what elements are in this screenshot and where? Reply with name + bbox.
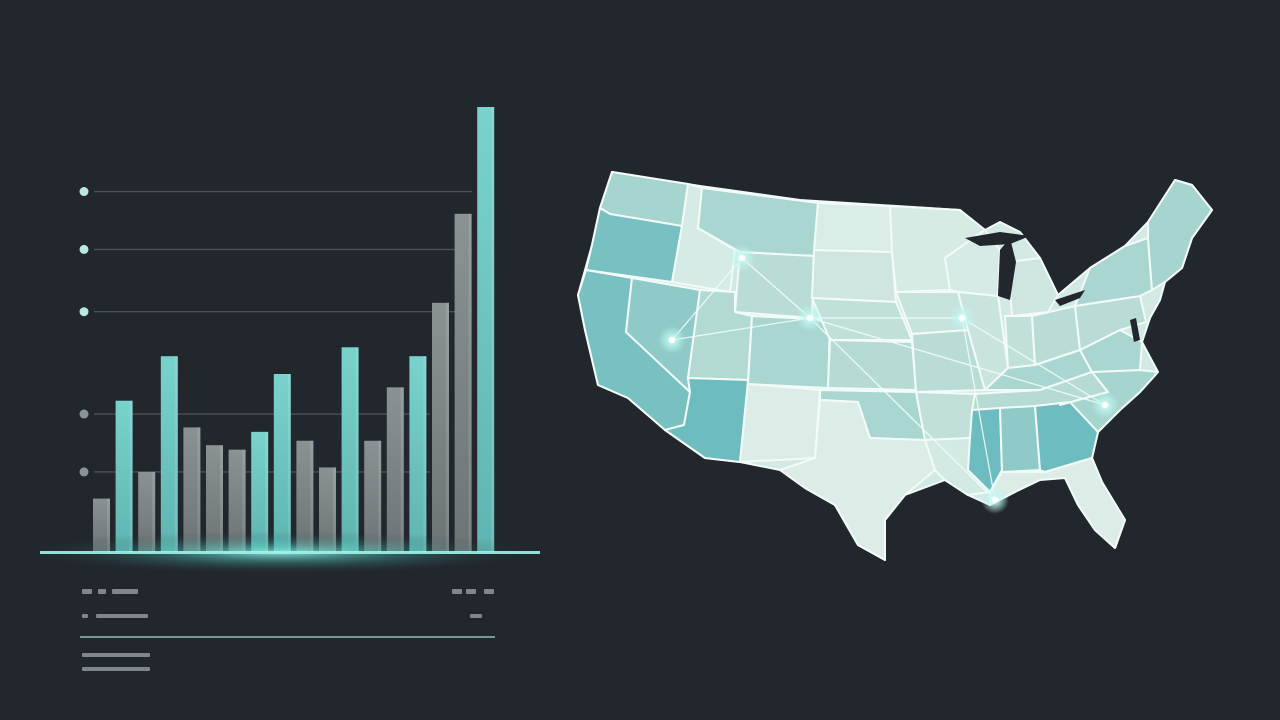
map-state-alabama [999, 405, 1041, 473]
network-hub [959, 315, 965, 321]
chart-bar [228, 449, 246, 552]
network-hub [1102, 402, 1108, 408]
network-hub [739, 255, 745, 261]
chart-bar [273, 374, 291, 552]
chart-bar [364, 440, 382, 552]
chart-bar-highlight [491, 107, 495, 552]
chart-bar [454, 213, 472, 553]
map-state-north-dakota [813, 202, 893, 253]
chart-bar [409, 356, 427, 552]
chart-bar-highlight [174, 356, 178, 552]
map-lake-michigan [998, 238, 1016, 300]
gridline-dot [79, 409, 89, 419]
chart-bar [477, 107, 495, 552]
chart-bar [183, 427, 201, 552]
chart-bar-highlight [129, 400, 133, 552]
chart-bars [93, 107, 495, 553]
chart-bar [138, 471, 156, 552]
map-state-florida [989, 457, 1126, 549]
map-lake-superior [965, 232, 1030, 246]
chart-bar [319, 467, 336, 552]
map-state-arkansas [915, 391, 976, 441]
chart-bar [296, 440, 314, 552]
chart-axis-rule [80, 636, 495, 638]
chart-baseline [40, 551, 540, 554]
chart-bar-highlight [446, 302, 449, 552]
bar-chart [10, 107, 550, 671]
chart-bar-highlight [355, 347, 359, 552]
network-link [809, 317, 996, 501]
chart-bar-highlight [242, 449, 246, 552]
network-hub [992, 497, 998, 503]
chart-bar-highlight [378, 440, 382, 552]
map-state-south-dakota [811, 249, 897, 303]
network-link [671, 257, 743, 341]
network-hub [669, 337, 675, 343]
gridline-dot [79, 307, 89, 317]
network-link [741, 257, 811, 319]
chart-axis-captions [82, 589, 494, 671]
network-link [671, 317, 811, 341]
chart-bar-highlight [220, 445, 223, 552]
gridline-dot [79, 187, 89, 197]
chart-bar [341, 347, 359, 552]
chart-bar-highlight [468, 213, 472, 553]
chart-bar [251, 431, 269, 552]
usa-map [577, 171, 1213, 561]
map-state-texas [779, 399, 936, 561]
map-chesapeake [1130, 318, 1140, 342]
chart-bar-highlight [423, 356, 427, 552]
chart-bar [115, 400, 133, 552]
map-lake-erie [1055, 290, 1085, 306]
chart-bar-highlight [310, 440, 314, 552]
map-state-new-england [1147, 179, 1213, 291]
chart-bar-highlight [333, 467, 336, 552]
map-state-michigan [1007, 257, 1059, 317]
network-link [809, 317, 1106, 406]
chart-bar-highlight [197, 427, 201, 552]
chart-bar-highlight [152, 471, 156, 552]
chart-bar-highlight [265, 431, 269, 552]
chart-bar [432, 302, 449, 552]
network-link [961, 317, 1106, 406]
chart-bar [206, 445, 223, 552]
chart-bar [160, 356, 178, 552]
map-state-kansas [827, 339, 917, 391]
network-link [961, 317, 996, 501]
network-hub [807, 315, 813, 321]
map-network [671, 257, 1106, 501]
chart-bar-highlight [400, 387, 404, 552]
gridline-dot [79, 244, 89, 254]
gridline-dot [79, 467, 89, 477]
chart-bar [386, 387, 404, 552]
chart-bar-highlight [287, 374, 291, 552]
map-state-new-mexico [739, 383, 821, 463]
chart-bar-highlight [107, 498, 110, 552]
